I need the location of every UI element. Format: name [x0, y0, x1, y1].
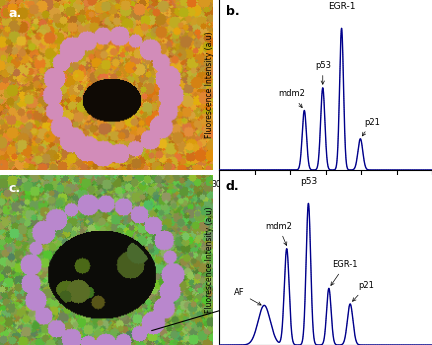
Text: p53: p53: [315, 61, 331, 84]
Text: p21: p21: [362, 118, 380, 136]
Text: mdm2: mdm2: [265, 222, 292, 245]
Text: c.: c.: [9, 182, 21, 195]
Text: EGR-1: EGR-1: [331, 260, 358, 285]
Text: AF: AF: [234, 288, 261, 305]
Text: b.: b.: [226, 5, 239, 18]
X-axis label: Wavelength (nm): Wavelength (nm): [289, 194, 362, 203]
Text: EGR-1: EGR-1: [328, 2, 355, 11]
Y-axis label: Fluorescence Intensity (a.u): Fluorescence Intensity (a.u): [205, 207, 214, 313]
Y-axis label: Fluorescence Intensity (a.u): Fluorescence Intensity (a.u): [205, 32, 214, 138]
Text: p53: p53: [301, 177, 318, 186]
Text: a.: a.: [9, 7, 22, 20]
Text: p21: p21: [353, 282, 375, 301]
Text: d.: d.: [226, 180, 239, 193]
Text: mdm2: mdm2: [279, 89, 305, 108]
